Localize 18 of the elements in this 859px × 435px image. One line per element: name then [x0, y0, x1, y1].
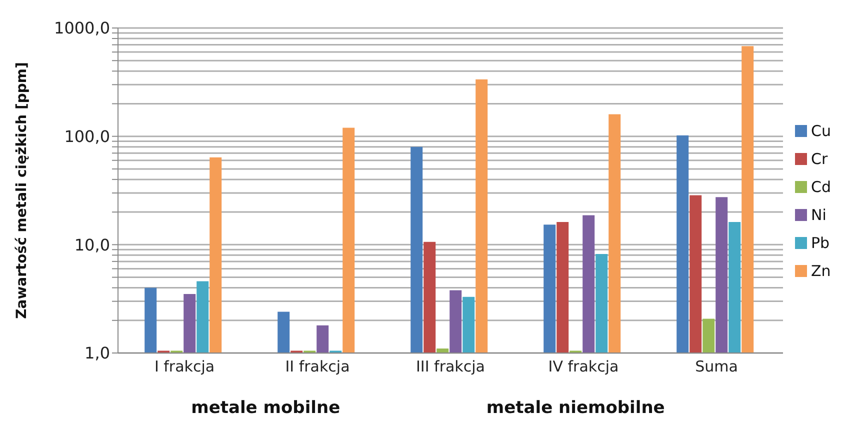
legend-label: Zn	[811, 262, 831, 280]
y-tick-label: 100,0	[64, 127, 110, 146]
legend-label: Cr	[811, 150, 828, 168]
y-tick-label: 1000,0	[54, 18, 110, 38]
legend-label: Cd	[811, 178, 831, 196]
y-axis-title: Zawartość metali ciężkich [ppm]	[14, 62, 30, 319]
text: metale niemobilne	[486, 398, 665, 418]
x-tick-label: I frakcja	[154, 358, 215, 376]
x-tick-label: IV frakcja	[548, 358, 619, 376]
text: metale mobilne	[191, 398, 340, 418]
legend-label: Cu	[811, 122, 831, 140]
x-tick-label: Suma	[695, 358, 738, 376]
legend-label: Pb	[811, 234, 830, 252]
y-tick-label: 1,0	[84, 344, 110, 363]
x-tick-label: II frakcja	[285, 358, 350, 376]
y-tick-label: 10,0	[74, 235, 110, 254]
legend-label: Ni	[811, 206, 826, 224]
x-tick-label: III frakcja	[416, 358, 485, 376]
